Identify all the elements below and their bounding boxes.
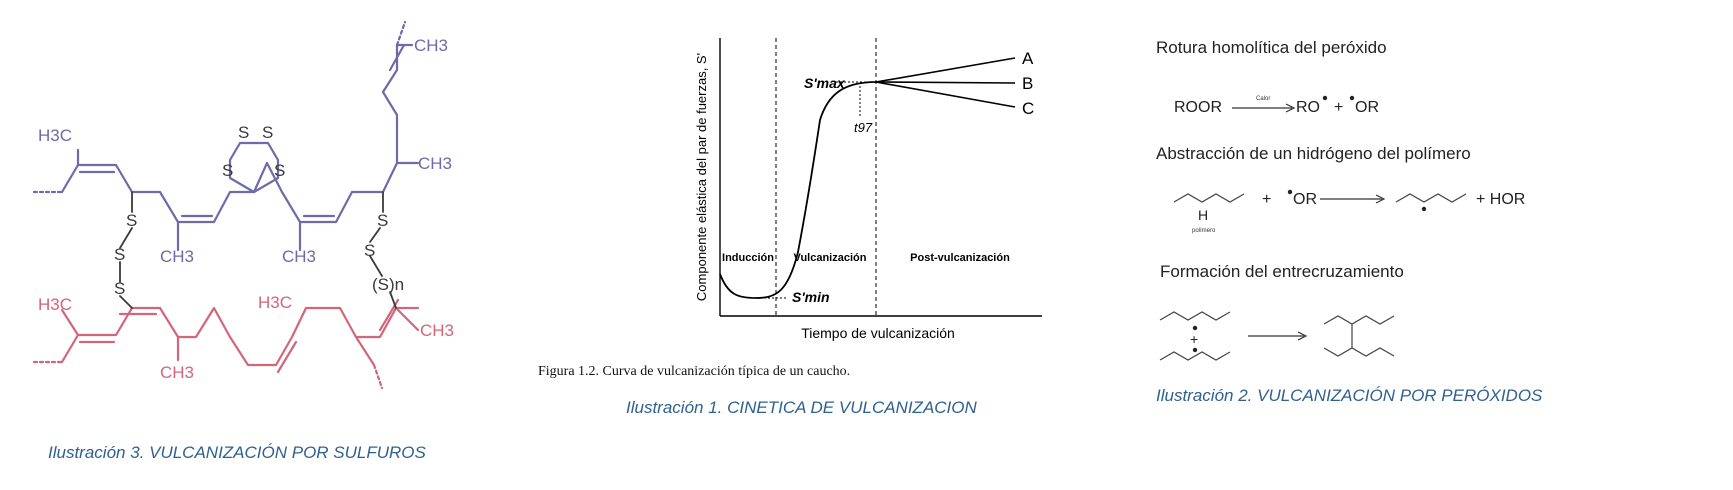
label-ch3-red-right: CH3	[420, 321, 454, 340]
figure-caption: Figura 1.2. Curva de vulcanización típic…	[538, 364, 851, 379]
step1-condition: Calor	[1256, 96, 1270, 102]
region-label-induction: Inducción	[722, 252, 774, 264]
label-s-bridge-4: S	[377, 211, 388, 230]
step3-plus: +	[1190, 331, 1198, 347]
annotation-smax: S'max	[804, 75, 846, 91]
radical-dot	[1192, 347, 1198, 353]
label-ch3-red-bottom: CH3	[160, 363, 194, 382]
radical-dot	[1322, 95, 1328, 101]
label-s-ring-1: S	[238, 123, 249, 142]
series-line-b	[875, 81, 1016, 84]
cure-curve	[719, 81, 877, 299]
label-s-bridge-3: S	[114, 279, 125, 298]
region-label-vulcanization: Vulcanización	[794, 252, 867, 264]
crosslinked-product	[1323, 315, 1395, 357]
radical-dot	[1421, 206, 1427, 212]
series-label-b: B	[1022, 74, 1033, 93]
label-s-ring-4: S	[274, 161, 285, 180]
step3-reaction: +	[1159, 311, 1395, 361]
step1-reactant: ROOR	[1174, 99, 1222, 116]
radical-dot	[1287, 189, 1293, 195]
sulfide-structure-diagram: CH3 H3C CH3 CH3 CH3 S S S S S S S S S (S…	[32, 20, 454, 390]
sulfur-bridges	[119, 191, 397, 309]
x-axis-label: Tiempo de vulcanización	[801, 325, 955, 341]
step2-h: H	[1198, 207, 1208, 223]
step1-product2: OR	[1355, 99, 1379, 116]
step2-plus: +	[1262, 191, 1271, 208]
step2-product: + HOR	[1476, 191, 1525, 208]
vulcanization-curve-chart: A B C S'max t97 S'min Inducción Vulcaniz…	[694, 38, 1042, 341]
step2-reaction: H polímero + OR + HOR	[1173, 189, 1525, 234]
lower-polymer-chain	[32, 298, 420, 390]
label-s-bridge-2: S	[114, 245, 125, 264]
chain-top	[1159, 311, 1231, 321]
step2-reagent: OR	[1293, 191, 1317, 208]
step1-product1: RO	[1296, 99, 1320, 116]
label-ch3-bottom-2: CH3	[282, 247, 316, 266]
annotation-smin: S'min	[792, 289, 830, 305]
step1-title: Rotura homolítica del peróxido	[1156, 38, 1387, 57]
series-label-c: C	[1022, 99, 1034, 118]
step1-reaction: ROOR Calor RO + OR	[1174, 95, 1379, 116]
radical-dot	[1192, 325, 1198, 331]
label-ch3-right-mid: CH3	[418, 154, 452, 173]
label-ch3-bottom-1: CH3	[160, 247, 194, 266]
label-h3c-red-mid: H3C	[258, 293, 292, 312]
polymer-chain	[1173, 193, 1245, 203]
label-s-bridge-5: S	[364, 241, 375, 260]
upper-polymer-chain	[32, 20, 420, 252]
series-label-a: A	[1022, 49, 1034, 68]
region-label-post: Post-vulcanización	[910, 252, 1010, 264]
label-s-n: (S)n	[372, 275, 404, 294]
step3-title: Formación del entrecruzamiento	[1160, 262, 1404, 281]
series-line-a	[875, 57, 1016, 83]
series-line-c	[875, 81, 1016, 108]
y-axis-label: Componente elástica del par de fuerzas, …	[694, 53, 709, 301]
label-s-bridge-1: S	[126, 211, 137, 230]
step2-polymer: polímero	[1192, 228, 1216, 234]
caption-sulfide: Ilustración 3. VULCANIZACIÓN POR SULFURO…	[48, 443, 426, 462]
label-s-ring-2: S	[262, 123, 273, 142]
step2-title: Abstracción de un hidrógeno del polímero	[1156, 144, 1471, 163]
label-h3c-red-left: H3C	[38, 295, 72, 314]
step1-plus: +	[1334, 99, 1343, 116]
caption-kinetics: Ilustración 1. CINETICA DE VULCANIZACION	[626, 398, 977, 417]
polymer-radical	[1395, 193, 1467, 203]
chain-bottom	[1159, 351, 1231, 361]
label-ch3-top: CH3	[414, 36, 448, 55]
annotation-t97: t97	[854, 120, 873, 135]
caption-peroxide: Ilustración 2. VULCANIZACIÓN POR PERÓXID…	[1156, 386, 1543, 405]
label-h3c-left: H3C	[38, 126, 72, 145]
label-s-ring-3: S	[222, 161, 233, 180]
radical-dot	[1349, 95, 1355, 101]
